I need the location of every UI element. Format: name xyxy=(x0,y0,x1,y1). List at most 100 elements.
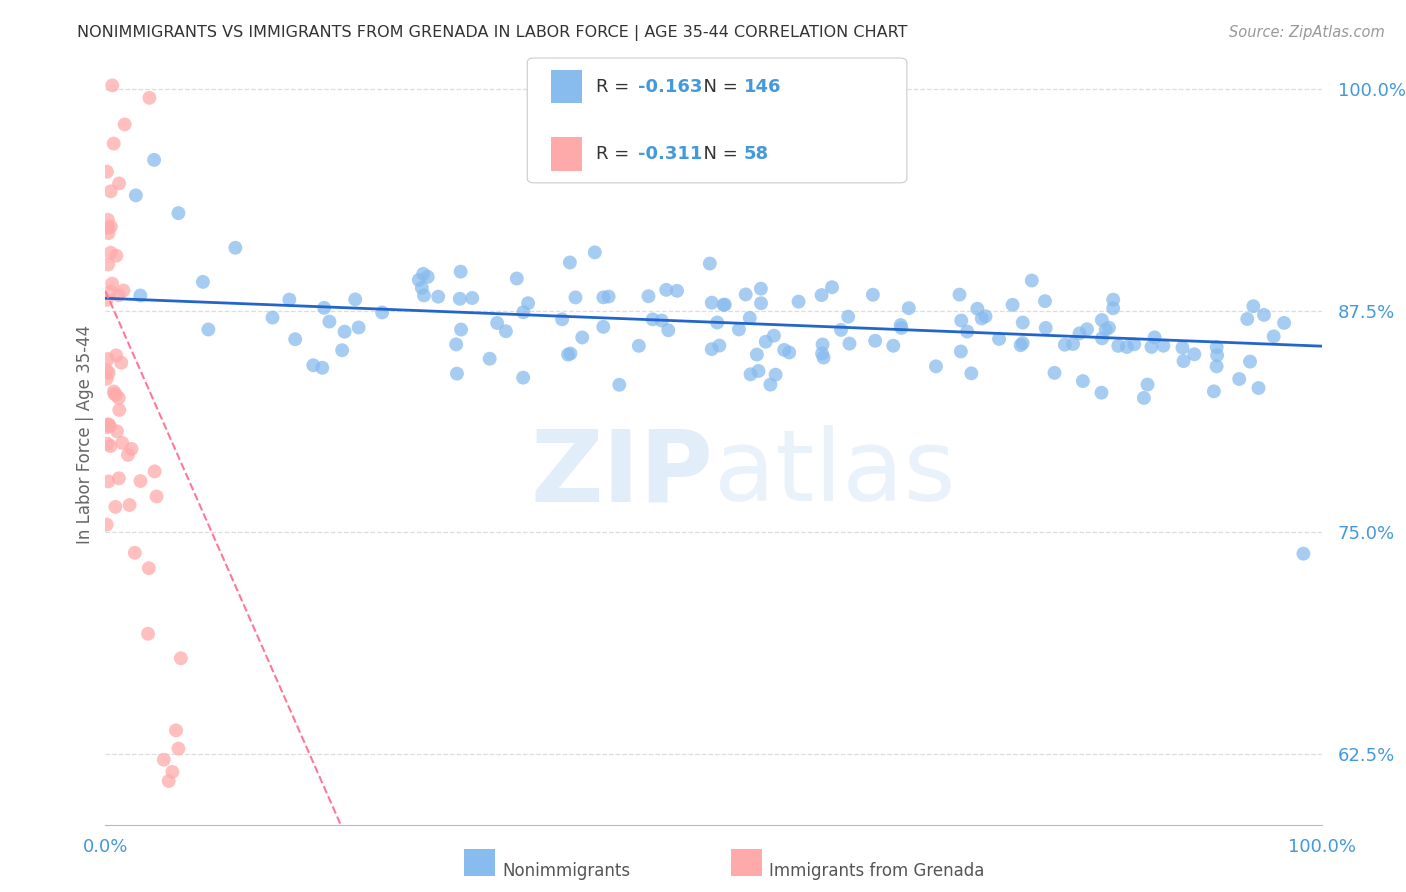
Point xyxy=(1206,348,1229,362)
Point xyxy=(427,290,450,304)
Point xyxy=(145,490,167,504)
Point xyxy=(1136,377,1159,392)
Text: ZIP: ZIP xyxy=(530,425,713,523)
Point xyxy=(551,312,574,326)
Text: -0.311: -0.311 xyxy=(638,145,703,163)
Point xyxy=(778,345,800,359)
Point xyxy=(224,241,246,255)
Point xyxy=(1010,338,1032,352)
Y-axis label: In Labor Force | Age 35-44: In Labor Force | Age 35-44 xyxy=(76,326,94,544)
Point xyxy=(749,296,772,310)
Point xyxy=(558,255,581,269)
Point xyxy=(1133,391,1156,405)
Point xyxy=(897,301,920,315)
Point xyxy=(583,245,606,260)
Text: 146: 146 xyxy=(744,78,782,95)
Point xyxy=(1043,366,1066,380)
Point xyxy=(108,403,131,417)
Point xyxy=(446,367,468,381)
Point xyxy=(103,384,125,399)
Text: NONIMMIGRANTS VS IMMIGRANTS FROM GRENADA IN LABOR FORCE | AGE 35-44 CORRELATION : NONIMMIGRANTS VS IMMIGRANTS FROM GRENADA… xyxy=(77,25,908,41)
Point xyxy=(1140,340,1163,354)
Point xyxy=(571,330,593,344)
Point xyxy=(1098,320,1121,334)
Point xyxy=(1123,337,1146,351)
Point xyxy=(1227,372,1250,386)
Point xyxy=(138,91,160,105)
Point xyxy=(461,291,484,305)
Point xyxy=(167,206,190,220)
Point xyxy=(740,368,762,382)
Point xyxy=(96,164,118,178)
Point xyxy=(97,366,120,380)
Point xyxy=(103,136,125,151)
Point xyxy=(1182,347,1205,361)
Point xyxy=(104,388,127,402)
Point xyxy=(112,284,135,298)
Point xyxy=(96,517,118,532)
Point xyxy=(1011,336,1033,351)
Point xyxy=(318,315,340,329)
Point xyxy=(714,298,737,312)
Point xyxy=(121,442,143,456)
Point xyxy=(97,351,120,366)
Point xyxy=(330,343,353,358)
Point xyxy=(1292,547,1315,561)
Point xyxy=(787,294,810,309)
Point xyxy=(1247,381,1270,395)
Point xyxy=(108,471,131,485)
Point xyxy=(1205,340,1227,354)
Point xyxy=(713,298,735,312)
Point xyxy=(97,226,120,240)
Point xyxy=(96,293,118,307)
Point xyxy=(655,283,678,297)
Point xyxy=(699,256,721,270)
Point xyxy=(100,219,122,234)
Text: Nonimmigrants: Nonimmigrants xyxy=(502,862,630,880)
Text: N =: N = xyxy=(692,78,744,95)
Point xyxy=(96,372,118,386)
Text: Immigrants from Grenada: Immigrants from Grenada xyxy=(769,862,984,880)
Point xyxy=(450,322,472,336)
Point xyxy=(1021,273,1043,287)
Point xyxy=(657,323,679,337)
Point xyxy=(118,498,141,512)
Point xyxy=(564,290,586,304)
Point xyxy=(882,339,904,353)
Point xyxy=(811,346,834,360)
Text: -0.163: -0.163 xyxy=(638,78,703,95)
Point xyxy=(651,313,673,327)
Point xyxy=(153,753,176,767)
Point xyxy=(966,301,988,316)
Point xyxy=(641,312,664,326)
Point xyxy=(759,377,782,392)
Point xyxy=(408,273,430,287)
Point xyxy=(100,245,122,260)
Point xyxy=(607,377,630,392)
Point xyxy=(592,319,614,334)
Point xyxy=(302,358,325,372)
Point xyxy=(734,287,756,301)
Point xyxy=(700,342,723,356)
Point xyxy=(745,347,768,361)
Point xyxy=(412,267,434,281)
Text: atlas: atlas xyxy=(713,425,955,523)
Point xyxy=(1069,326,1091,341)
Point xyxy=(105,348,128,362)
Point xyxy=(765,368,787,382)
Point xyxy=(344,293,367,307)
Point xyxy=(111,436,134,450)
Point xyxy=(1272,316,1295,330)
Point xyxy=(278,293,301,307)
Point xyxy=(97,417,120,432)
Point xyxy=(1091,313,1114,327)
Point xyxy=(1143,330,1166,344)
Point xyxy=(592,290,614,304)
Point xyxy=(104,500,127,514)
Point xyxy=(100,184,122,198)
Point xyxy=(627,339,650,353)
Point xyxy=(560,346,582,360)
Point xyxy=(960,367,983,381)
Point xyxy=(117,448,139,462)
Point xyxy=(837,310,859,324)
